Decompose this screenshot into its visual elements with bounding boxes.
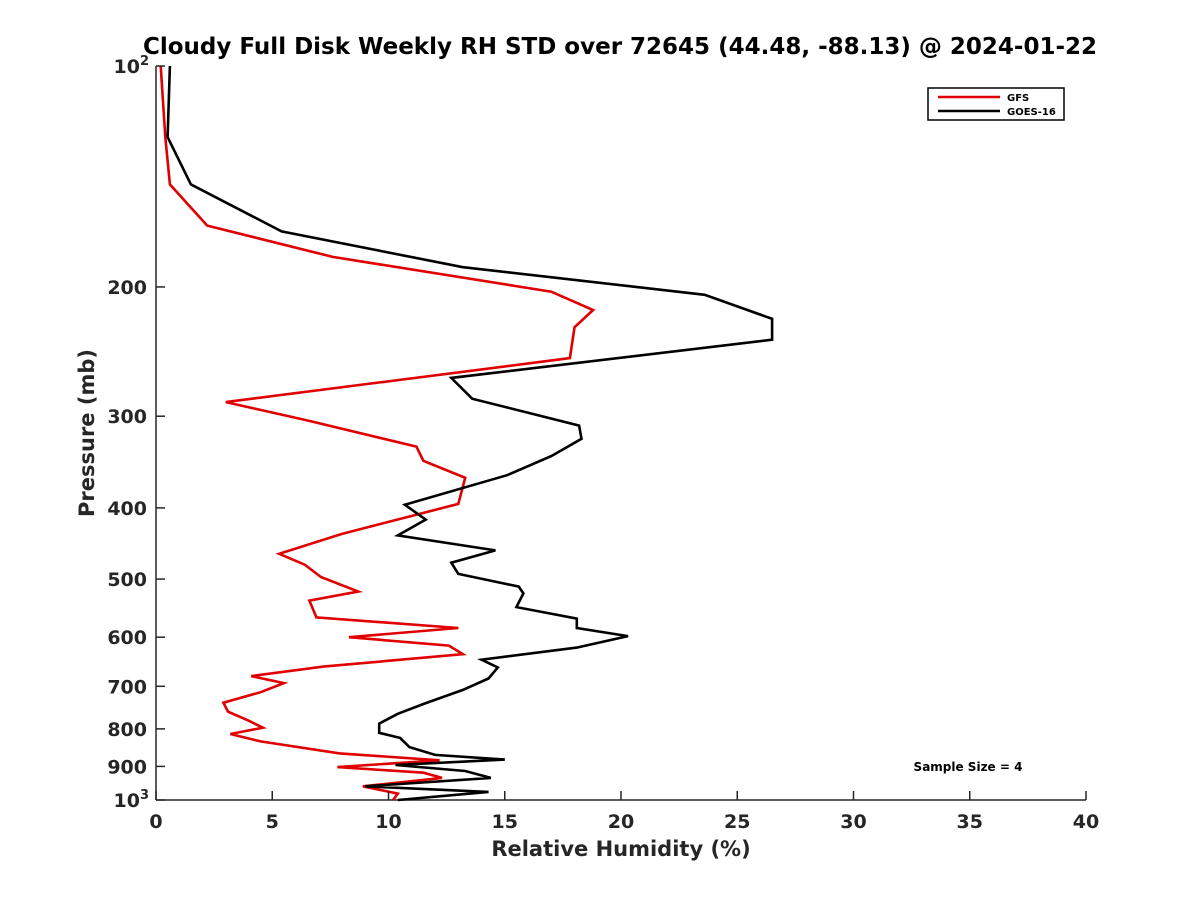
series-line-goes16: [166, 65, 774, 802]
plot-area: [155, 66, 1086, 801]
series-layer: [159, 65, 774, 802]
y-tick-label: 300: [107, 406, 147, 428]
y-tick-label: 200: [107, 277, 147, 299]
y-tick-label: 800: [107, 719, 147, 741]
sample-size-annotation: Sample Size = 4: [914, 760, 1023, 774]
series-line-gfs: [159, 65, 596, 801]
x-axis-label: Relative Humidity (%): [491, 837, 750, 861]
y-tick-label: 900: [107, 756, 147, 778]
x-tick-label: 20: [608, 811, 634, 833]
legend-box: [927, 87, 1065, 121]
x-tick-label: 5: [266, 811, 279, 833]
x-tick-label: 15: [492, 811, 518, 833]
y-tick-label: 102: [114, 54, 150, 78]
y-tick-label: 103: [114, 788, 150, 812]
y-tick-label: 400: [107, 498, 147, 520]
x-ticks: 0 5 10 15 20 25 30 35 40: [149, 791, 1099, 833]
x-tick-label: 10: [375, 811, 401, 833]
y-tick-label: 500: [107, 569, 147, 591]
x-tick-label: 0: [149, 811, 162, 833]
y-tick-label: 600: [107, 627, 147, 649]
y-axis-label: Pressure (mb): [75, 349, 99, 517]
x-tick-label: 35: [957, 811, 983, 833]
legend-label-goes16: GOES-16: [1007, 107, 1056, 118]
legend-label-gfs: GFS: [1007, 93, 1029, 104]
legend: GFS GOES-16: [927, 87, 1065, 121]
x-tick-label: 25: [724, 811, 750, 833]
x-tick-label: 40: [1073, 811, 1099, 833]
y-ticks: 102 200 300 400 500 600 700 800 900 103: [107, 54, 165, 812]
x-tick-label: 30: [840, 811, 866, 833]
y-tick-label: 700: [107, 676, 147, 698]
chart-title: Cloudy Full Disk Weekly RH STD over 7264…: [143, 34, 1097, 60]
